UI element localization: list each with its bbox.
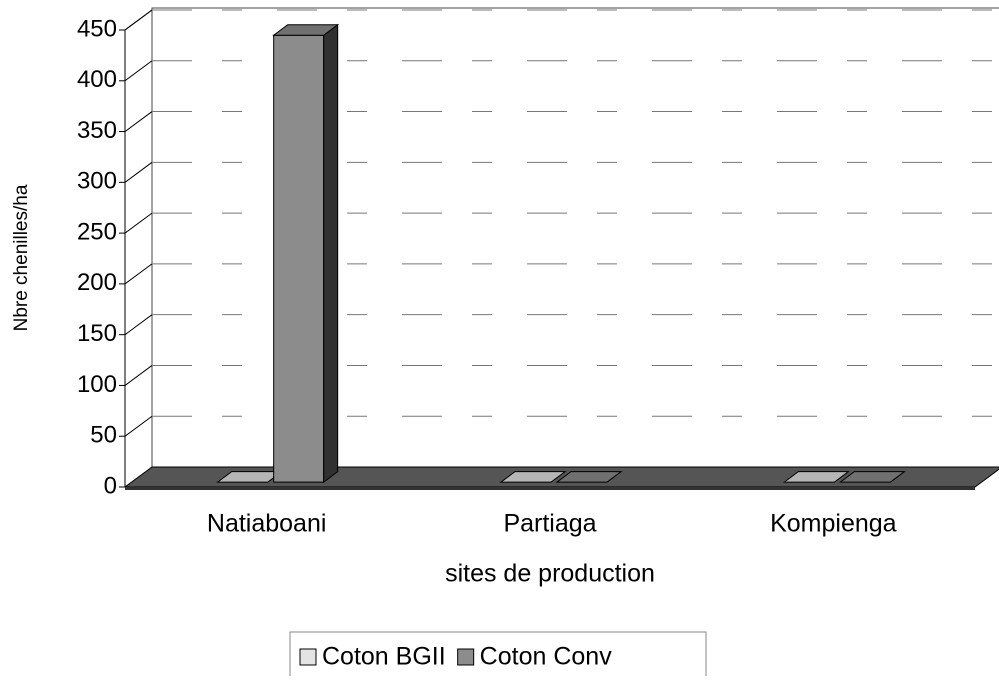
y-tick-label: 350 (77, 117, 117, 144)
x-tick-label: Partiaga (503, 510, 596, 538)
y-tick-label: 450 (77, 15, 117, 42)
grid-depth (124, 161, 153, 183)
y-tick-label: 400 (77, 66, 117, 93)
x-axis-label: sites de production (445, 560, 655, 588)
x-tick-label: Natiaboani (207, 510, 327, 538)
legend-box (289, 631, 707, 681)
y-tick-label: 0 (104, 472, 117, 499)
bar-top (782, 471, 850, 483)
back-wall (151, 7, 999, 467)
bar (499, 471, 567, 483)
grid-depth (124, 111, 153, 132)
legend-label: Coton BGII (322, 643, 446, 671)
bar (555, 471, 623, 483)
y-tick-label: 150 (77, 320, 117, 347)
grid-depth (124, 212, 153, 234)
floor-edge (125, 487, 975, 490)
grid-depth (124, 314, 153, 336)
grid-depth (124, 415, 153, 437)
y-tick-label: 200 (77, 269, 117, 296)
bar (838, 471, 906, 483)
y-tick-label: 300 (77, 168, 117, 195)
legend-swatch (457, 648, 475, 666)
bar-side (323, 23, 339, 484)
bar-top (272, 24, 340, 36)
bar (272, 23, 340, 484)
grid-depth (124, 9, 153, 31)
grid-depth (124, 263, 153, 285)
bar-front (273, 34, 325, 483)
y-axis-label: Nbre chenilles/ha (11, 184, 32, 331)
grid-depth (124, 60, 153, 82)
y-tick-label: 250 (77, 218, 117, 245)
x-tick-label: Kompienga (770, 510, 897, 538)
bar-top (838, 471, 906, 483)
bar-top (555, 471, 623, 483)
y-tick-label: 50 (90, 422, 117, 449)
legend-swatch (299, 648, 317, 666)
bar (782, 471, 850, 483)
bar-top (499, 471, 567, 483)
legend-label: Coton Conv (480, 643, 613, 671)
y-tick-label: 100 (77, 371, 117, 398)
grid-depth (124, 365, 153, 386)
